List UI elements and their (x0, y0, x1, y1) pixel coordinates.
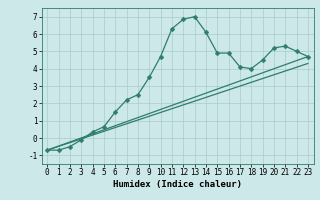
X-axis label: Humidex (Indice chaleur): Humidex (Indice chaleur) (113, 180, 242, 189)
